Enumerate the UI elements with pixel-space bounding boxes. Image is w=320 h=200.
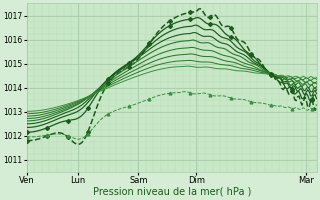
X-axis label: Pression niveau de la mer( hPa ): Pression niveau de la mer( hPa ) xyxy=(92,187,251,197)
